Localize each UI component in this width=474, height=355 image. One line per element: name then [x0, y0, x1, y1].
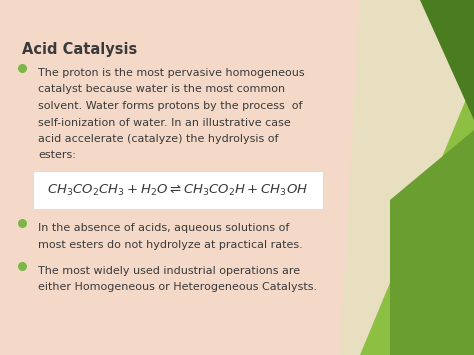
Polygon shape — [420, 0, 474, 120]
Polygon shape — [340, 60, 474, 355]
Text: catalyst because water is the most common: catalyst because water is the most commo… — [38, 84, 285, 94]
Polygon shape — [390, 130, 474, 355]
Text: $\mathit{CH_3CO_2CH_3} + \mathit{H_2O} \rightleftharpoons \mathit{CH_3CO_2H} + \: $\mathit{CH_3CO_2CH_3} + \mathit{H_2O} \… — [47, 182, 309, 197]
Text: Acid Catalysis: Acid Catalysis — [22, 42, 137, 57]
FancyBboxPatch shape — [33, 171, 323, 209]
Polygon shape — [360, 0, 474, 180]
Text: either Homogeneous or Heterogeneous Catalysts.: either Homogeneous or Heterogeneous Cata… — [38, 283, 317, 293]
Text: esters:: esters: — [38, 151, 76, 160]
Text: The proton is the most pervasive homogeneous: The proton is the most pervasive homogen… — [38, 68, 305, 78]
Text: acid accelerate (catalyze) the hydrolysis of: acid accelerate (catalyze) the hydrolysi… — [38, 134, 279, 144]
Text: self-ionization of water. In an illustrative case: self-ionization of water. In an illustra… — [38, 118, 291, 127]
Polygon shape — [0, 0, 360, 355]
Text: The most widely used industrial operations are: The most widely used industrial operatio… — [38, 266, 300, 276]
Polygon shape — [330, 0, 474, 355]
Text: solvent. Water forms protons by the process  of: solvent. Water forms protons by the proc… — [38, 101, 302, 111]
Text: most esters do not hydrolyze at practical rates.: most esters do not hydrolyze at practica… — [38, 240, 303, 250]
Text: In the absence of acids, aqueous solutions of: In the absence of acids, aqueous solutio… — [38, 223, 289, 233]
Polygon shape — [280, 0, 474, 355]
